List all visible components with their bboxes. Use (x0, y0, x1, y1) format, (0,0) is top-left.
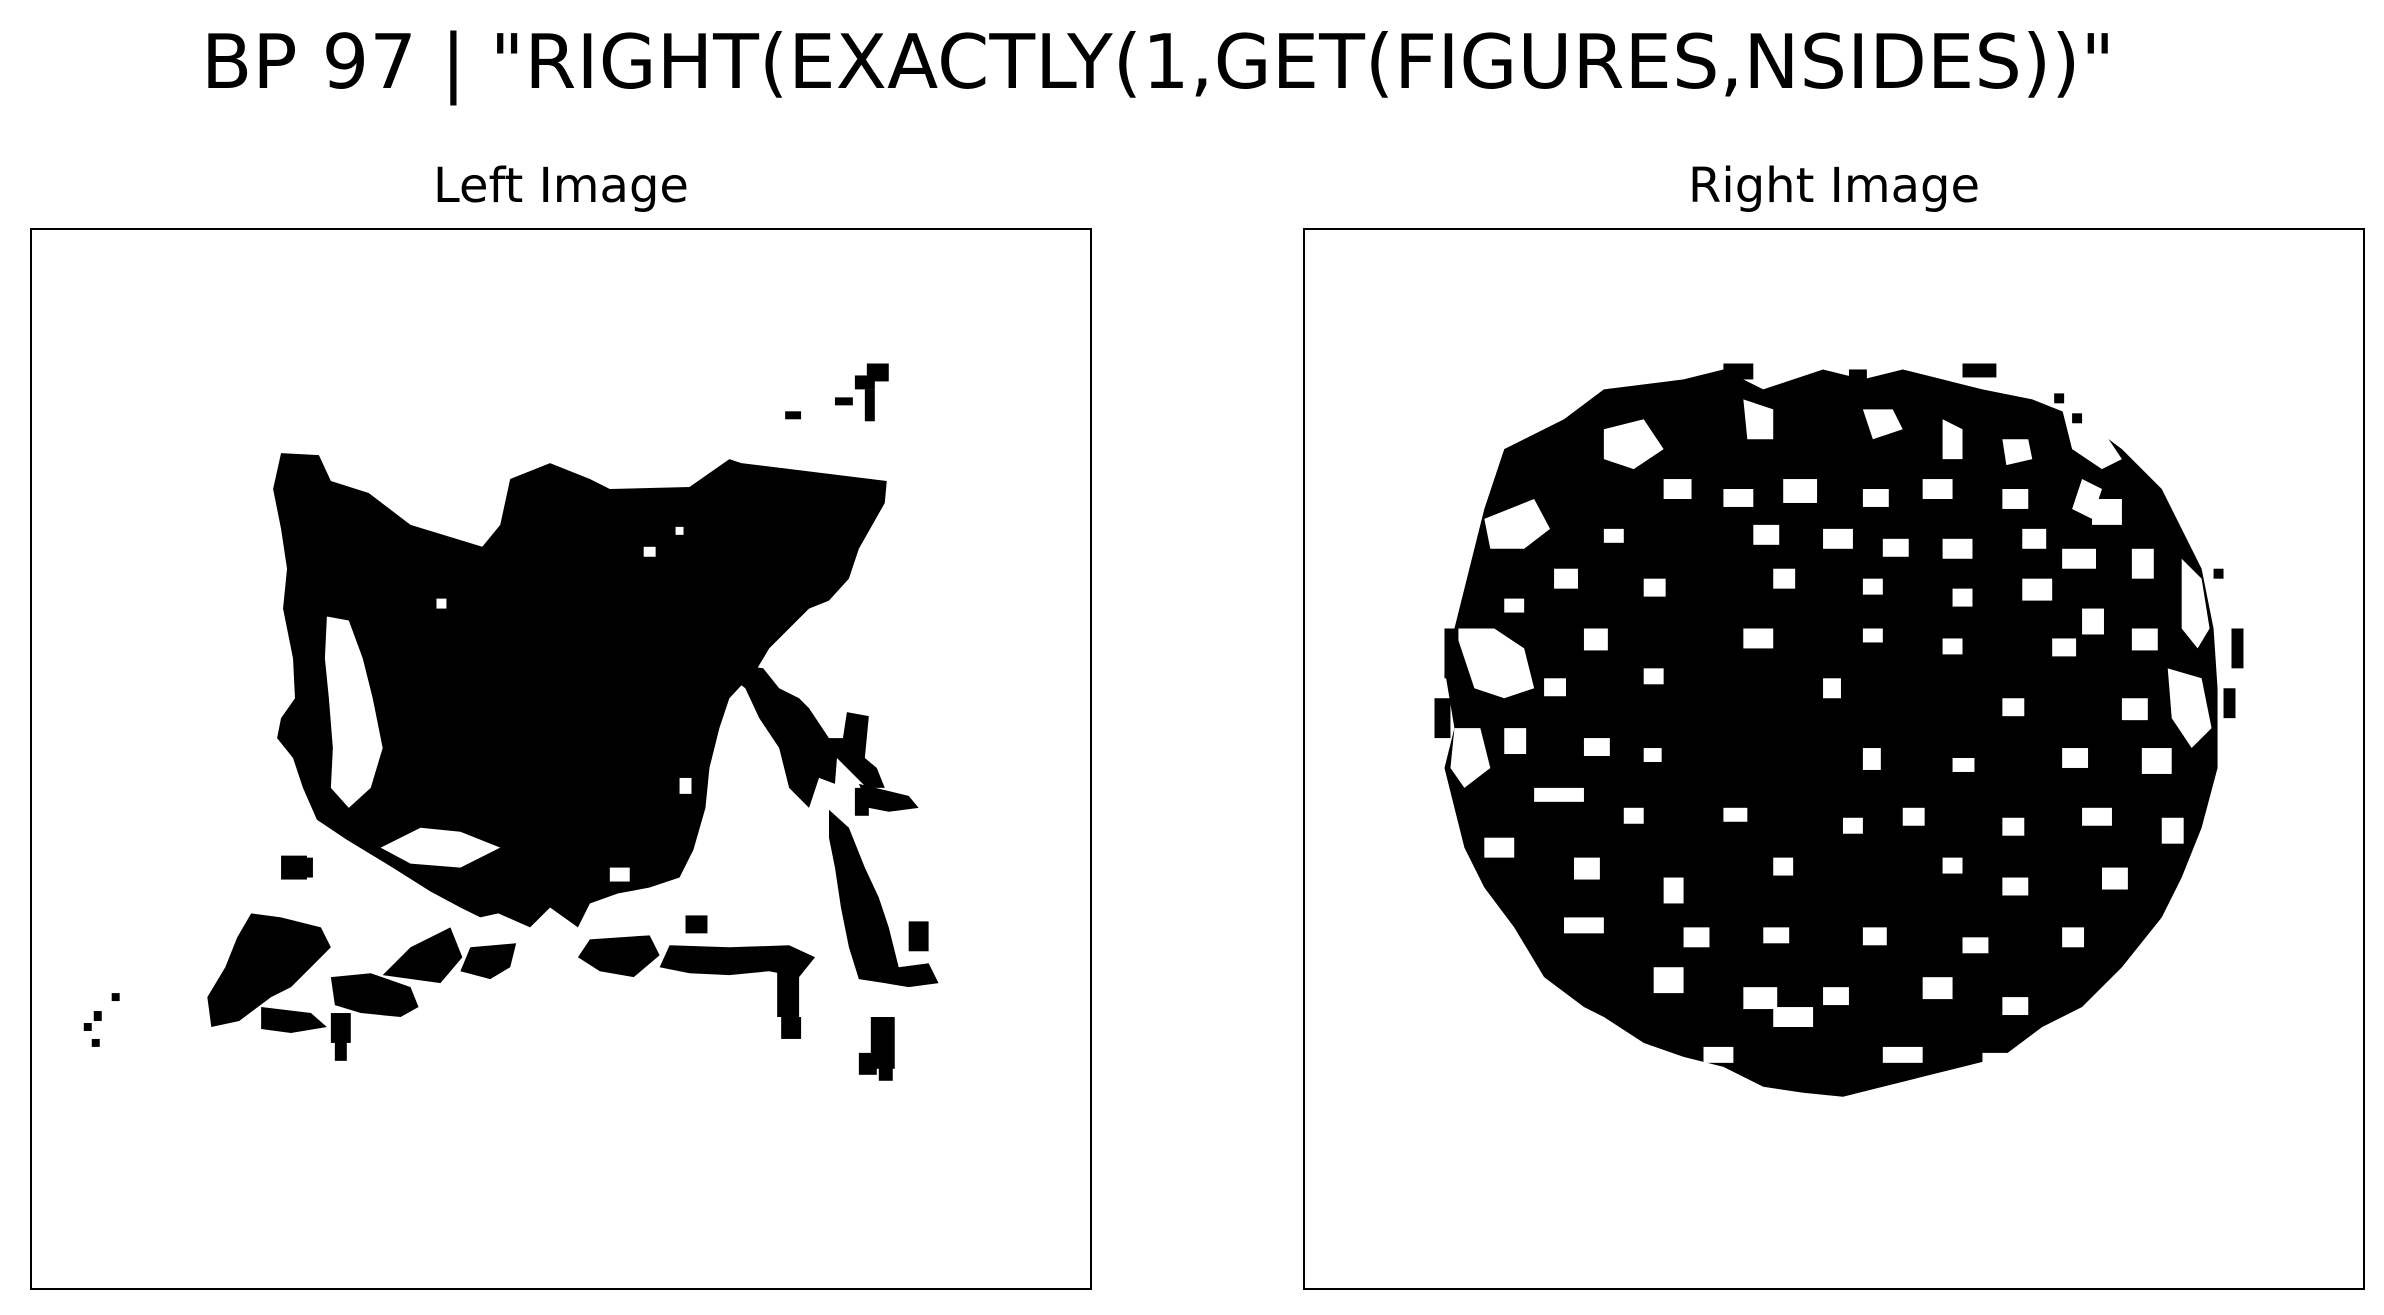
right-figure-disk (1444, 369, 2218, 1097)
right-image-panel (1303, 228, 2365, 1290)
right-figure-edge-specks (1434, 363, 2244, 739)
right-figure-speckles (1450, 399, 2212, 1067)
left-figure-fragments (83, 363, 939, 1081)
left-image-panel (30, 228, 1092, 1290)
right-image-canvas (1434, 363, 2244, 1097)
right-panel-title: Right Image (1688, 158, 1980, 214)
left-panel-title: Left Image (433, 158, 689, 214)
left-figure-blob (273, 453, 887, 928)
left-image-canvas (83, 363, 939, 1081)
figure-title: BP 97 | "RIGHT(EXACTLY(1,GET(FIGURES,NSI… (200, 18, 2115, 106)
left-figure-holes (324, 526, 692, 882)
